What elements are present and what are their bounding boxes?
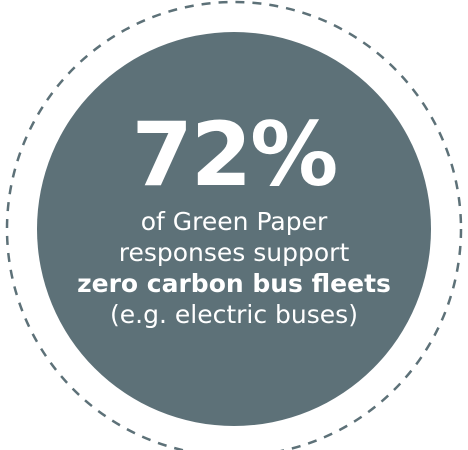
stat-disc <box>37 32 431 426</box>
stat-caption-line-2: responses support <box>118 238 350 267</box>
stat-content: 72% of Green Paper responses support zer… <box>37 32 431 330</box>
dashed-ring-circle <box>5 0 463 450</box>
stat-caption-line-3: zero carbon bus fleets <box>77 269 391 298</box>
stat-caption-line-4: (e.g. electric buses) <box>110 300 358 329</box>
stat-value: 72% <box>131 103 339 206</box>
stat-caption-line-1: of Green Paper <box>140 207 328 236</box>
